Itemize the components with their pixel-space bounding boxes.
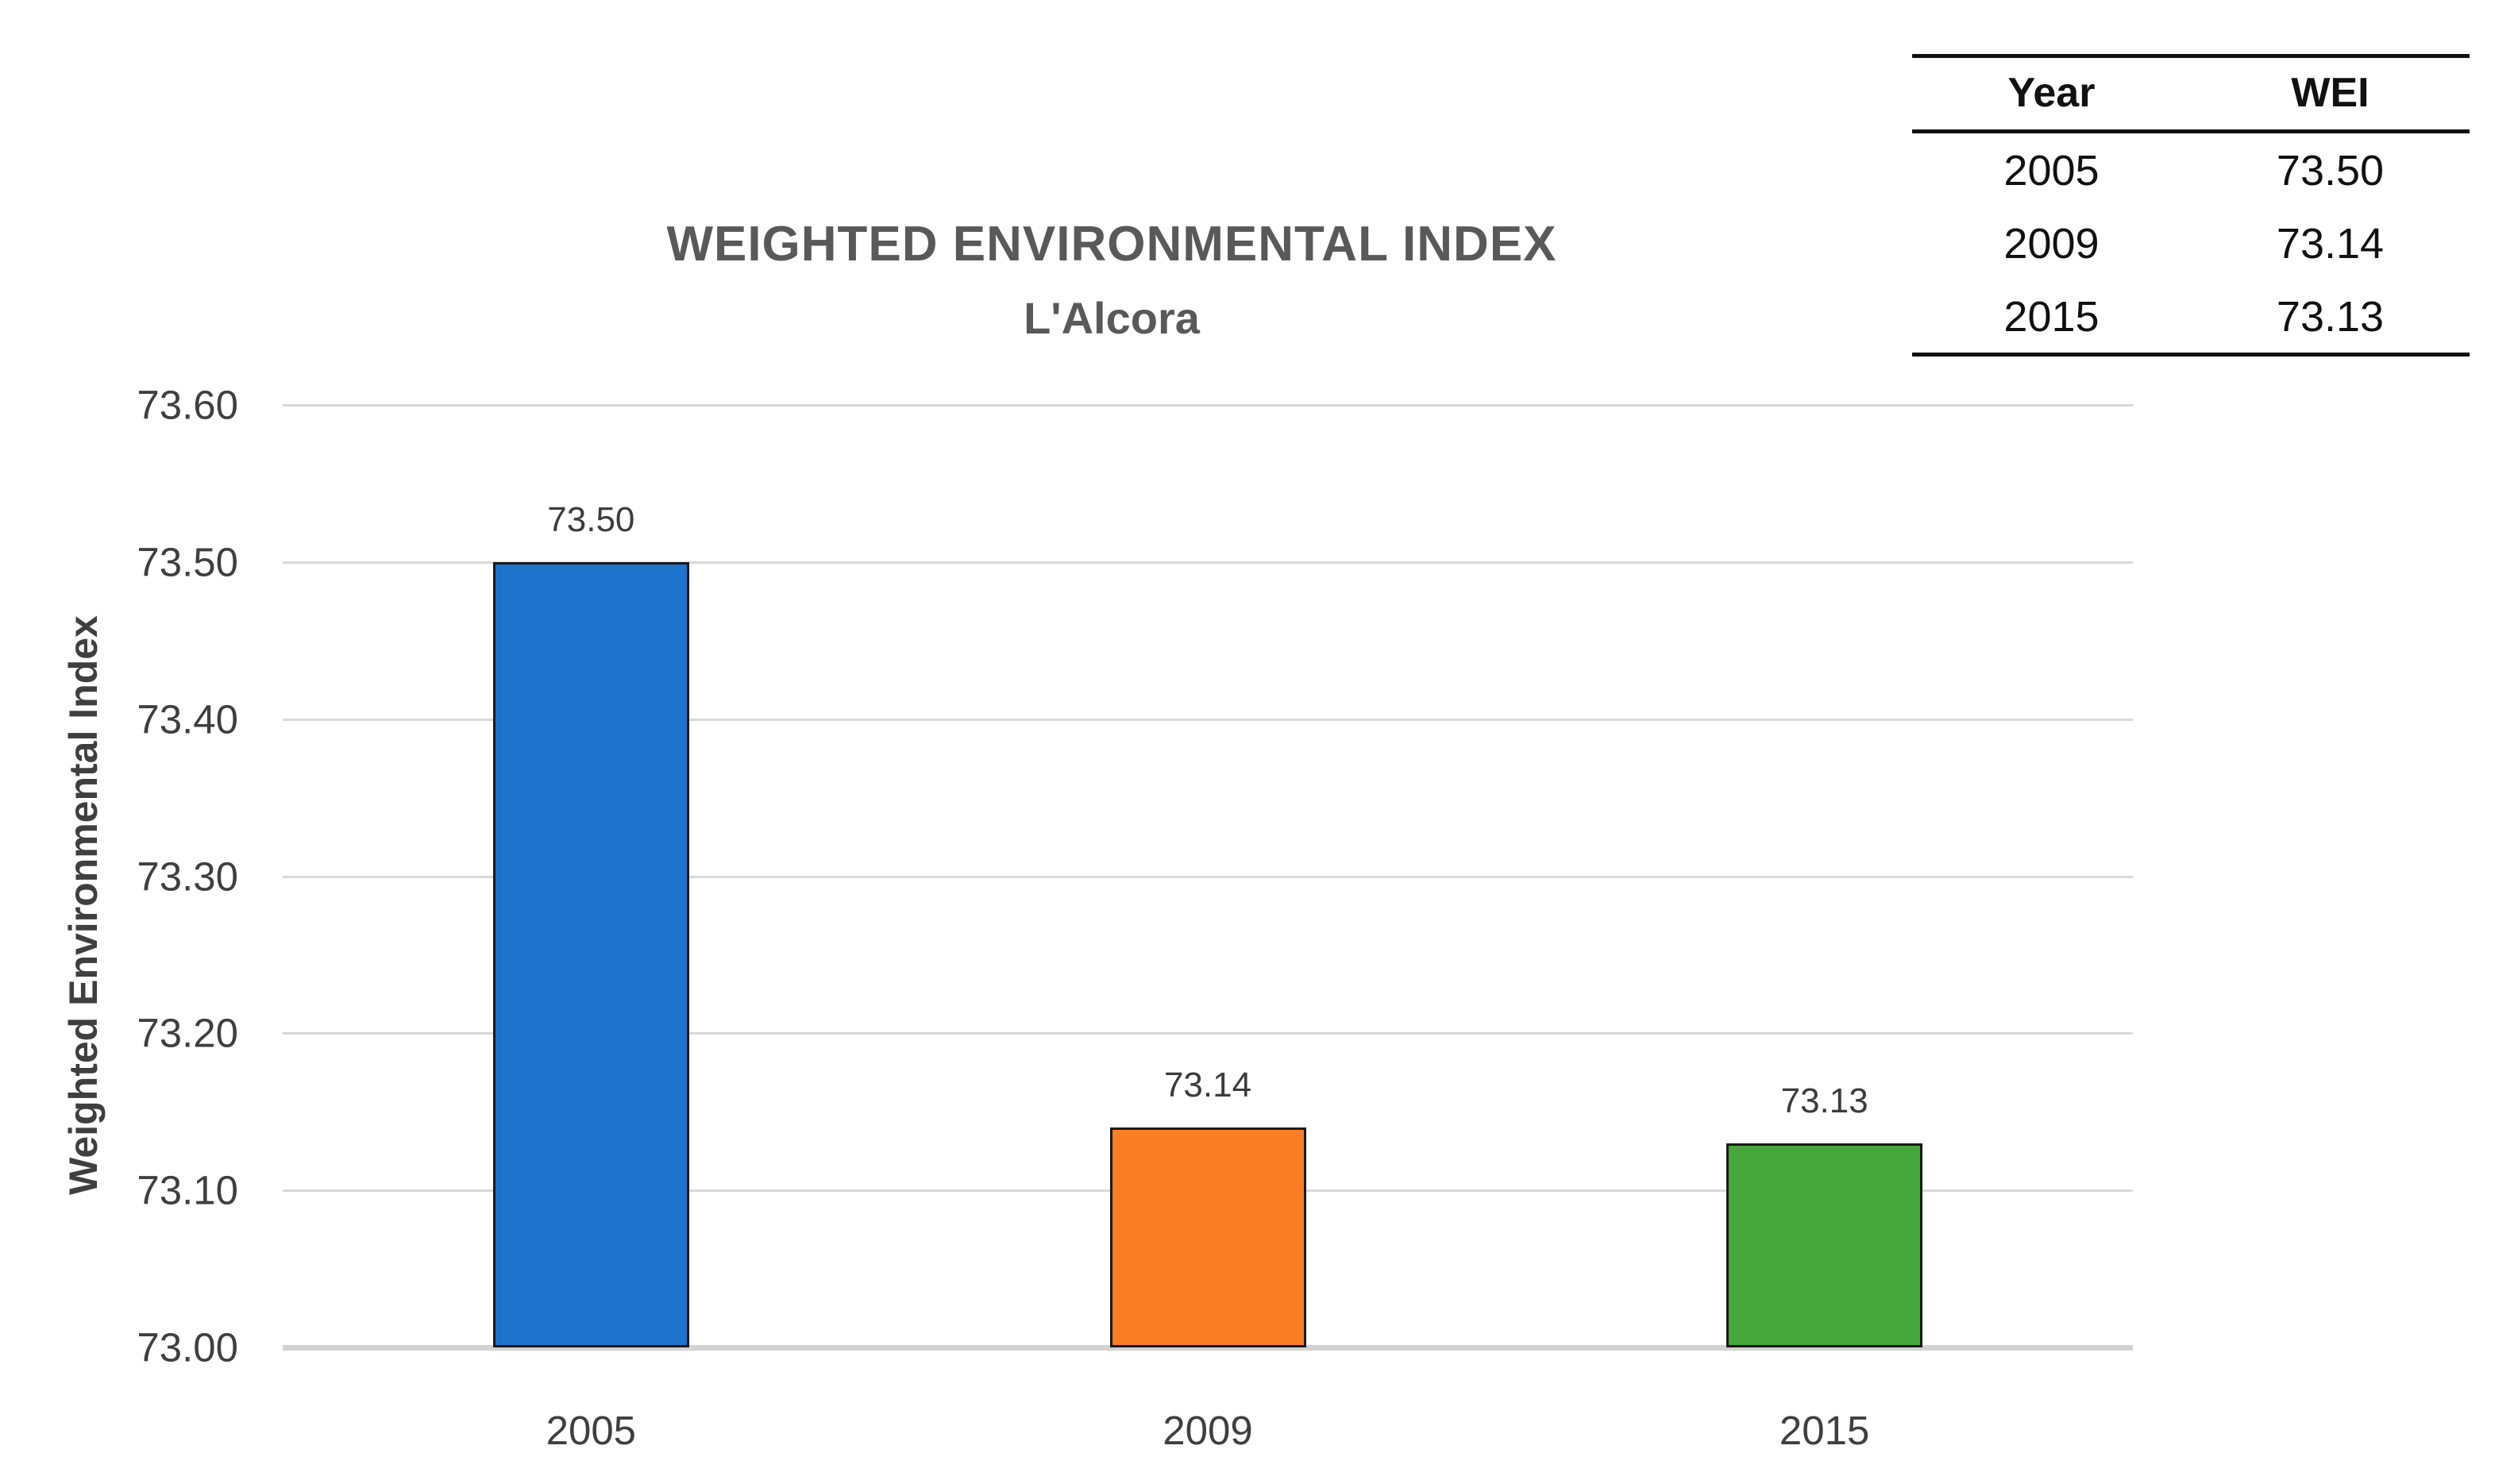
side-table: Year WEI 2005 73.50 2009 73.14 2015 73.1… [1912,54,2470,357]
gridline-73.50 [283,561,2133,564]
table-row: 2015 73.13 [1912,279,2470,353]
table-cell-year: 2015 [2003,293,2100,341]
gridline-73.30 [283,875,2133,878]
x-tick-label-2009: 2009 [1163,1408,1253,1453]
table-row: 2005 73.50 [1912,133,2470,206]
bar-2005 [492,561,689,1347]
y-tick-label-73.20: 73.20 [137,1010,238,1056]
side-table-header-wei: WEI [2291,70,2370,116]
chart-title: WEIGHTED ENVIRONMENTAL INDEX [666,217,1557,272]
table-row: 2009 73.14 [1912,206,2470,279]
gridline-73.40 [283,718,2133,721]
table-cell-wei: 73.13 [2276,293,2385,341]
table-cell-wei: 73.14 [2276,220,2385,268]
y-tick-label-73.40: 73.40 [137,696,238,742]
chart-subtitle: L'Alcora [1024,293,1200,343]
gridline-73.00 [283,1345,2133,1351]
gridline-73.20 [283,1032,2133,1035]
y-tick-label-73.10: 73.10 [137,1167,238,1213]
bar-value-label-2005: 73.50 [547,499,635,539]
bar-2009 [1109,1127,1306,1347]
side-table-header-row: Year WEI [1912,58,2470,133]
bar-value-label-2015: 73.13 [1780,1081,1868,1120]
x-tick-label-2015: 2015 [1779,1408,1870,1453]
plot-area: 73.50 73.14 73.13 [283,404,2133,1351]
bar-2015 [1726,1143,1923,1347]
y-tick-label-73.30: 73.30 [137,854,238,899]
y-tick-label-73.50: 73.50 [137,539,238,585]
y-tick-label-73.60: 73.60 [137,382,238,428]
gridline-73.60 [283,404,2133,407]
table-cell-year: 2009 [2003,220,2100,268]
side-table-header-year: Year [2007,70,2096,116]
table-cell-wei: 73.50 [2276,147,2385,195]
table-cell-year: 2005 [2003,147,2100,195]
bar-value-label-2009: 73.14 [1163,1066,1252,1105]
x-tick-label-2005: 2005 [546,1408,637,1453]
y-tick-label-73.00: 73.00 [137,1324,238,1370]
